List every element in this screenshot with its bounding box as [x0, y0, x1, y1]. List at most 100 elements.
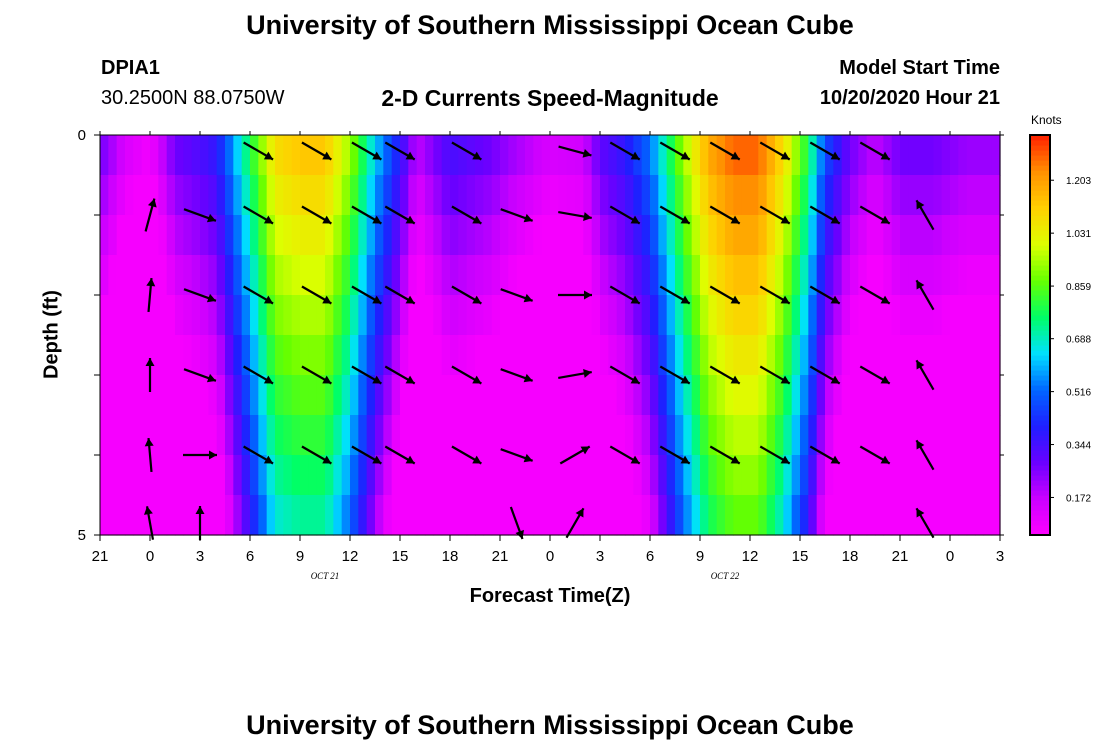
heatmap-cell	[858, 415, 868, 456]
heatmap-cell	[250, 135, 259, 176]
heatmap-cell	[133, 135, 143, 176]
current-arrow	[609, 365, 641, 385]
heatmap-cell	[141, 455, 151, 496]
colorbar-tick-label: 1.203	[1066, 176, 1091, 187]
current-arrow	[351, 445, 382, 465]
heatmap-cell	[558, 455, 568, 496]
heatmap-cell	[900, 175, 909, 216]
colorbar-segment	[1030, 500, 1050, 506]
current-arrow	[915, 199, 935, 231]
current-arrow	[243, 285, 274, 305]
heatmap-cell	[316, 335, 326, 376]
heatmap-cell	[808, 215, 818, 256]
heatmap-cell	[333, 455, 343, 496]
colorbar-unit: Knots	[1031, 113, 1062, 127]
heatmap-cell	[691, 215, 701, 256]
heatmap-cell	[716, 255, 726, 296]
heatmap-cell	[100, 495, 109, 536]
heatmap-cell	[508, 415, 518, 456]
heatmap-cell	[633, 295, 643, 336]
heatmap-cell	[533, 495, 543, 536]
heatmap-cell	[541, 295, 551, 336]
current-arrow	[709, 365, 741, 385]
heatmap-cell	[816, 455, 826, 496]
heatmap-cell	[441, 375, 451, 416]
heatmap-cell	[416, 175, 426, 216]
heatmap-cell	[675, 255, 684, 296]
heatmap-cell	[608, 335, 618, 376]
heatmap-cell	[150, 455, 159, 496]
heatmap-cell	[666, 135, 676, 176]
heatmap-cell	[475, 495, 484, 536]
colorbar-segment	[1030, 190, 1050, 196]
heatmap-cell	[233, 135, 243, 176]
heatmap-cell	[825, 495, 834, 536]
heatmap-cell	[325, 455, 334, 496]
heatmap-cell	[866, 495, 876, 536]
heatmap-cell	[175, 255, 184, 296]
heatmap-cell	[633, 175, 643, 216]
heatmap-cell	[583, 295, 593, 336]
heatmap-cell	[875, 495, 884, 536]
heatmap-cell	[183, 495, 193, 536]
heatmap-cell	[775, 375, 784, 416]
heatmap-cell	[208, 175, 218, 216]
heatmap-cell	[216, 175, 226, 216]
heatmap-cell	[941, 135, 951, 176]
heatmap-cell	[175, 135, 184, 176]
current-arrow-head	[630, 375, 640, 384]
heatmap-cell	[183, 335, 193, 376]
heatmap-cell	[591, 495, 601, 536]
x-tick-label: 18	[442, 548, 459, 565]
heatmap-cell	[966, 135, 976, 176]
colorbar-tick-label: 1.031	[1066, 229, 1091, 240]
colorbar-segment	[1030, 305, 1050, 311]
heatmap-cell	[975, 415, 984, 456]
current-arrow	[609, 285, 641, 305]
heatmap-cell	[216, 135, 226, 176]
current-arrow-head	[880, 295, 890, 304]
heatmap-cell	[708, 335, 718, 376]
heatmap-cell	[875, 335, 884, 376]
heatmap-cell	[375, 415, 384, 456]
heatmap-cell	[325, 495, 334, 536]
heatmap-cell	[266, 175, 276, 216]
heatmap-cell	[275, 455, 284, 496]
heatmap-cell	[500, 295, 509, 336]
heatmap-cell	[341, 495, 351, 536]
colorbar-segment	[1030, 160, 1050, 166]
heatmap-cell	[583, 175, 593, 216]
heatmap-cell	[700, 375, 709, 416]
heatmap-cell	[975, 335, 984, 376]
colorbar-segment	[1030, 515, 1050, 521]
x-tick-label: 9	[696, 548, 704, 565]
heatmap-cell	[133, 375, 143, 416]
heatmap-cell	[833, 215, 843, 256]
heatmap-cell	[908, 255, 918, 296]
heatmap-cell	[708, 255, 718, 296]
heatmap-cell	[541, 455, 551, 496]
heatmap-cell	[925, 455, 934, 496]
heatmap-cell	[408, 455, 418, 496]
heatmap-cell	[358, 335, 368, 376]
heatmap-cell	[766, 175, 776, 216]
heatmap-cell	[383, 335, 393, 376]
heatmap-cell	[641, 375, 651, 416]
colorbar-segment	[1030, 265, 1050, 271]
current-arrow-head	[630, 151, 640, 160]
heatmap-cell	[583, 375, 593, 416]
heatmap-cell	[141, 495, 151, 536]
heatmap-cell	[775, 255, 784, 296]
heatmap-cell	[850, 455, 859, 496]
colorbar-segment	[1030, 525, 1050, 531]
heatmap-cell	[866, 455, 876, 496]
heatmap-cell	[658, 175, 668, 216]
heatmap-cell	[200, 175, 209, 216]
heatmap-cell	[541, 495, 551, 536]
heatmap-cell	[383, 175, 393, 216]
heatmap-cell	[683, 335, 693, 376]
heatmap-cell	[741, 135, 751, 176]
current-arrow-head	[472, 375, 482, 384]
heatmap-cell	[108, 495, 118, 536]
heatmap-cell	[441, 455, 451, 496]
